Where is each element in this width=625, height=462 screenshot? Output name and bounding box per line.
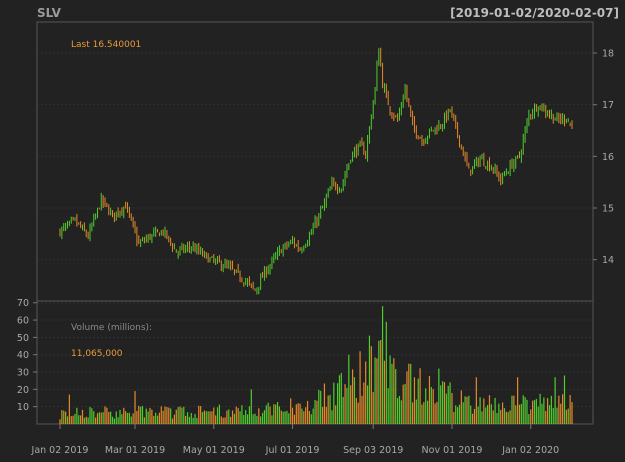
volume-pane-label: Volume (millions): bbox=[71, 323, 152, 333]
price-tick-label: 17 bbox=[602, 100, 614, 111]
x-tick-label: Mar 01 2019 bbox=[105, 445, 165, 456]
volume-last-value: 11,065,000 bbox=[71, 349, 123, 359]
x-axis: Jan 02 2019 Mar 01 2019 May 01 2019 Jul 01 … bbox=[31, 424, 559, 456]
volume-bars bbox=[59, 306, 573, 424]
volume-tick-label: 20 bbox=[17, 385, 29, 396]
volume-axis: 10 20 30 40 50 60 70 bbox=[17, 298, 37, 413]
last-price-label: Last 16.540001 bbox=[71, 40, 141, 50]
price-tick-label: 14 bbox=[602, 255, 614, 266]
volume-tick-label: 10 bbox=[17, 402, 29, 413]
volume-tick-label: 70 bbox=[17, 298, 29, 309]
price-tick-label: 16 bbox=[602, 152, 614, 163]
price-tick-label: 18 bbox=[602, 49, 614, 60]
x-tick-label: Jan 02 2020 bbox=[501, 445, 559, 456]
price-axis: 14 15 16 17 18 bbox=[593, 49, 614, 266]
x-tick-label: May 01 2019 bbox=[183, 445, 245, 456]
x-tick-label: Jan 02 2019 bbox=[31, 445, 89, 456]
x-tick-label: Jul 01 2019 bbox=[265, 445, 320, 456]
x-tick-label: Sep 03 2019 bbox=[343, 445, 403, 456]
chart-title-symbol: SLV bbox=[37, 6, 62, 20]
volume-tick-label: 40 bbox=[17, 350, 29, 361]
volume-tick-label: 60 bbox=[17, 316, 29, 327]
price-tick-label: 15 bbox=[602, 204, 614, 215]
volume-tick-label: 50 bbox=[17, 333, 29, 344]
volume-tick-label: 30 bbox=[17, 368, 29, 379]
x-tick-label: Nov 01 2019 bbox=[422, 445, 483, 456]
chart-date-range: [2019-01-02/2020-02-07] bbox=[450, 6, 619, 20]
price-candles bbox=[59, 47, 573, 295]
